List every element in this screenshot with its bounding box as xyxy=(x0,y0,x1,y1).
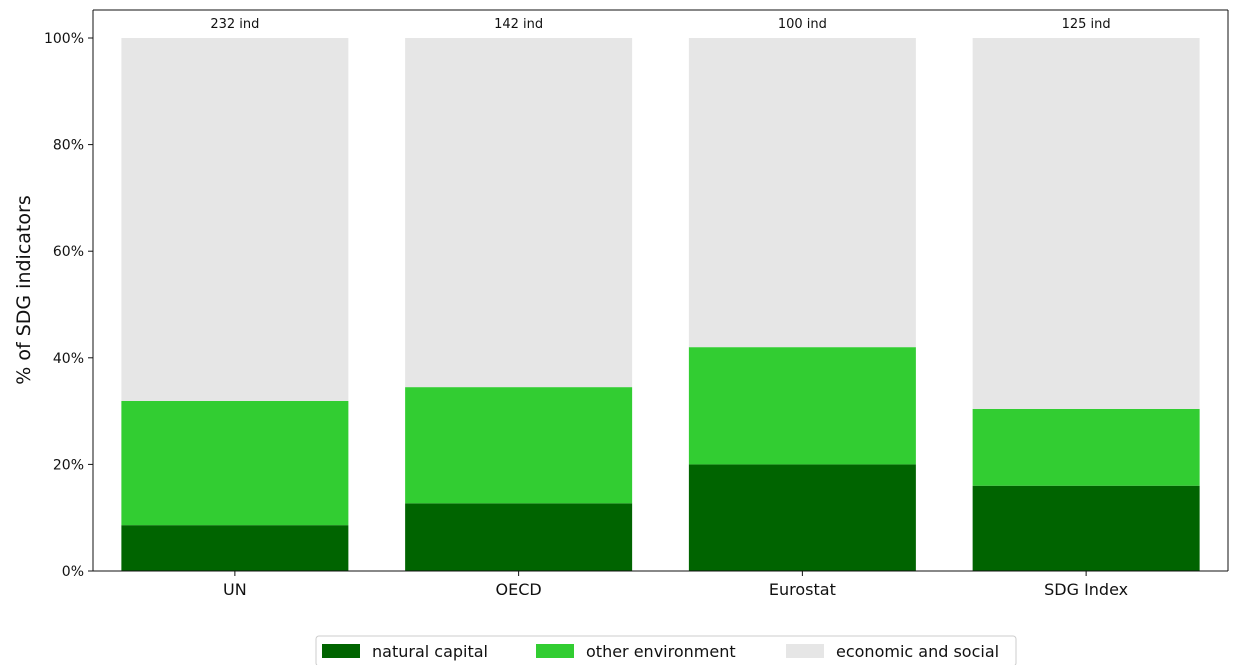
y-tick-label: 100% xyxy=(44,31,84,47)
bar-count-label: 232 ind xyxy=(210,17,259,32)
bar-natural-capital-oecd xyxy=(405,503,633,571)
legend-swatch-economic-and-social xyxy=(786,644,824,658)
legend-label: economic and social xyxy=(836,642,999,661)
y-tick-label: 80% xyxy=(53,138,84,154)
bar-count-label: 125 ind xyxy=(1062,17,1111,32)
bar-other-environment-eurostat xyxy=(688,347,916,465)
bar-economic-and-social-oecd xyxy=(405,38,633,388)
y-axis-label: % of SDG indicators xyxy=(13,195,35,384)
bar-natural-capital-sdg-index xyxy=(972,485,1200,571)
bar-other-environment-sdg-index xyxy=(972,408,1200,486)
y-tick-label: 20% xyxy=(53,457,84,473)
bar-other-environment-un xyxy=(121,400,349,526)
x-tick-label: SDG Index xyxy=(1044,580,1128,599)
legend: natural capital other environment economic… xyxy=(315,635,1017,665)
bar-other-environment-oecd xyxy=(405,387,633,504)
y-tick-label: 40% xyxy=(53,351,84,367)
bar-economic-and-social-eurostat xyxy=(688,38,916,348)
x-ticks: UN OECD Eurostat SDG Index xyxy=(223,571,1128,599)
bar-count-label: 100 ind xyxy=(778,17,827,32)
legend-label: other environment xyxy=(586,642,736,661)
y-ticks: 0% 20% 40% 60% 80% 100% xyxy=(44,31,93,580)
x-tick-label: Eurostat xyxy=(769,580,836,599)
bar-natural-capital-un xyxy=(121,525,349,571)
bar-natural-capital-eurostat xyxy=(688,464,916,571)
bar-economic-and-social-sdg-index xyxy=(972,38,1200,409)
legend-label: natural capital xyxy=(372,642,488,661)
x-tick-label: UN xyxy=(223,580,247,599)
legend-swatch-natural-capital xyxy=(322,644,360,658)
bar-count-labels: 232 ind 142 ind 100 ind 125 ind xyxy=(210,17,1110,32)
axes-layer xyxy=(92,9,1229,572)
x-tick-label: OECD xyxy=(496,580,542,599)
bar-count-label: 142 ind xyxy=(494,17,543,32)
legend-frame xyxy=(315,635,1017,665)
y-tick-label: 0% xyxy=(62,564,84,580)
bars-layer xyxy=(121,38,1200,571)
y-tick-label: 60% xyxy=(53,244,84,260)
bar-economic-and-social-un xyxy=(121,38,349,401)
legend-swatch-other-environment xyxy=(536,644,574,658)
